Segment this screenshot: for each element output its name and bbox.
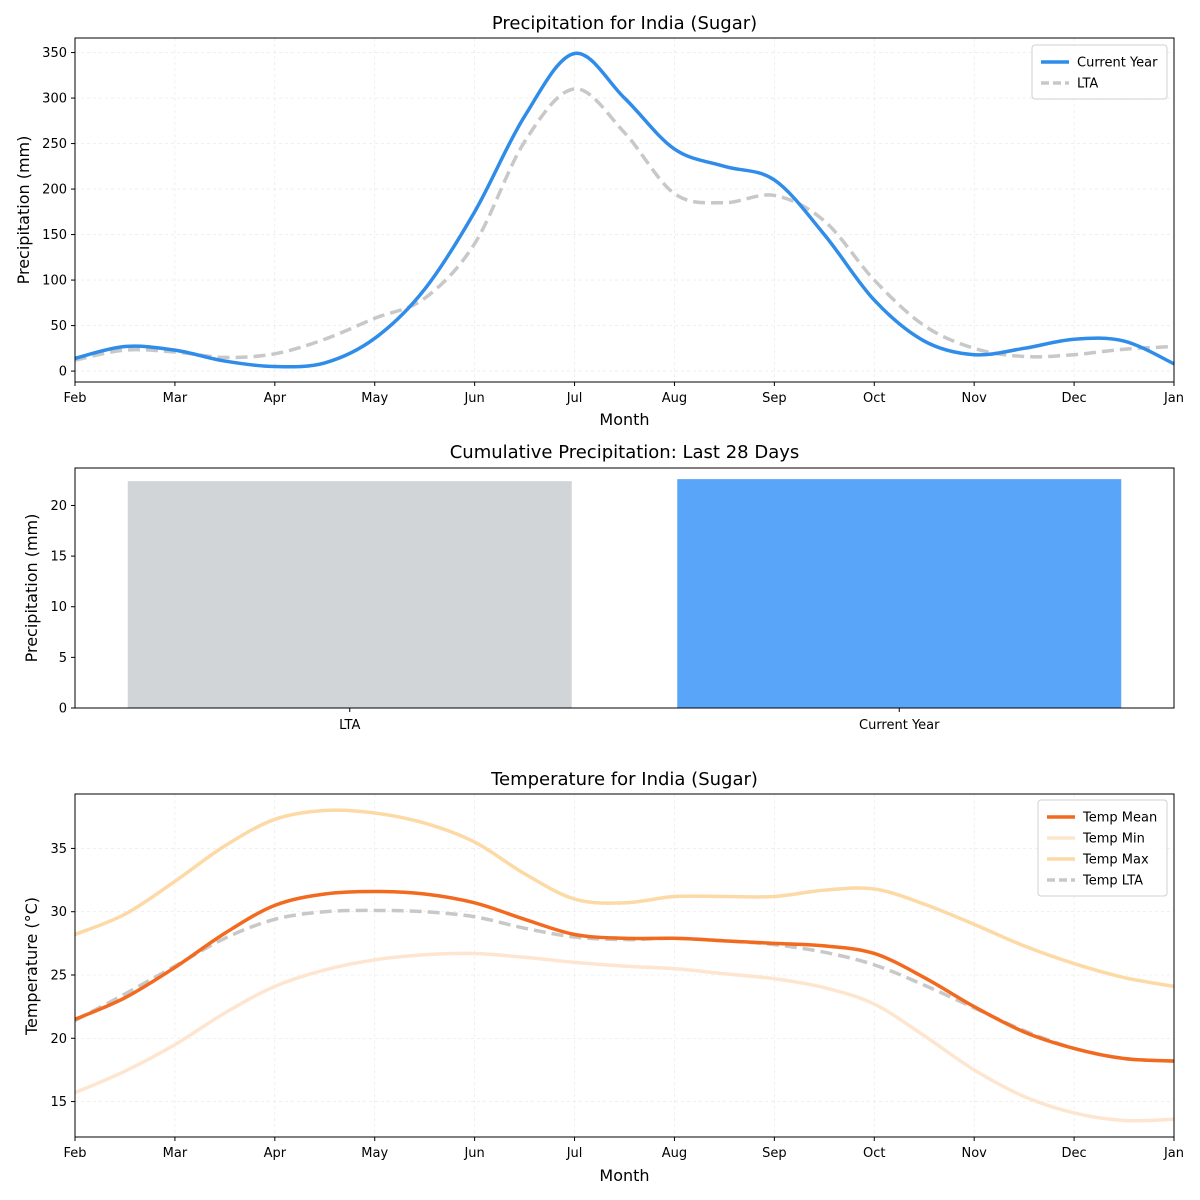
- y-ticks: 15 20 25 30 35: [50, 842, 75, 1110]
- series-line-lta: [75, 87, 1174, 362]
- x-ticks: Feb Mar Apr May Jun Jul Aug Sep Oct Nov Dec Jan: [63, 1137, 1184, 1161]
- legend-label: Temp LTA: [1082, 874, 1143, 889]
- x-tick-label: Apr: [264, 391, 287, 406]
- legend-label: Temp Min: [1082, 832, 1145, 847]
- bars: [127, 479, 1122, 708]
- x-ticks: Feb Mar Apr May Jun Jul Aug Sep Oct Nov Dec Jan: [63, 382, 1184, 406]
- precipitation-line-chart: Precipitation for India (Sugar) Feb Mar Ap…: [14, 13, 1184, 429]
- chart-title: Temperature for India (Sugar): [490, 769, 758, 790]
- bar-lta: [127, 481, 572, 708]
- series-line-temp-max: [75, 808, 1174, 989]
- chart-title: Cumulative Precipitation: Last 28 Days: [450, 442, 800, 463]
- cumulative-precipitation-bar-chart: Cumulative Precipitation: Last 28 Days L…: [22, 442, 1175, 733]
- x-tick-label: Mar: [163, 391, 188, 406]
- x-tick-label: Nov: [961, 1146, 987, 1161]
- x-tick-label: Oct: [863, 1146, 885, 1161]
- series-group: [75, 808, 1174, 1123]
- y-tick-label: 35: [50, 842, 67, 857]
- y-axis-label: Temperature (°C): [22, 897, 41, 1036]
- legend-label: Current Year: [1077, 56, 1158, 71]
- y-tick-label: 30: [50, 905, 67, 920]
- y-tick-label: 200: [42, 183, 67, 198]
- plot-frame: [74, 793, 1175, 1138]
- y-tick-label: 15: [50, 1095, 67, 1110]
- legend-label: Temp Mean: [1082, 811, 1157, 826]
- legend-label: LTA: [1077, 77, 1098, 92]
- y-ticks: 0 50 100 150 200 250 300 350: [42, 46, 75, 380]
- x-tick-label: Jul: [566, 391, 583, 406]
- y-ticks: 0 5 10 15 20: [50, 499, 75, 717]
- y-tick-label: 15: [50, 550, 67, 565]
- y-tick-label: 0: [59, 365, 67, 380]
- plot-frame: [74, 37, 1175, 383]
- x-tick-label: May: [361, 1146, 388, 1161]
- x-tick-label: Mar: [163, 1146, 188, 1161]
- x-tick-label: Oct: [863, 391, 885, 406]
- y-tick-label: 20: [50, 1032, 67, 1047]
- x-tick-label: Jan: [1163, 1146, 1184, 1161]
- y-axis-label: Precipitation (mm): [14, 136, 33, 285]
- y-axis-label: Precipitation (mm): [22, 514, 41, 663]
- x-tick-label: Feb: [63, 391, 86, 406]
- series-group: [75, 51, 1174, 369]
- x-tick-label: Apr: [264, 1146, 287, 1161]
- legend: Current Year LTA: [1031, 44, 1168, 100]
- chart-title: Precipitation for India (Sugar): [492, 13, 757, 34]
- x-tick-label: Sep: [762, 1146, 787, 1161]
- x-tick-label: Jun: [463, 1146, 484, 1161]
- x-tick-label: LTA: [339, 718, 360, 733]
- x-tick-label: May: [361, 391, 388, 406]
- plot-frame: [74, 467, 1175, 709]
- x-tick-label: Jan: [1163, 391, 1184, 406]
- x-tick-label: Dec: [1062, 391, 1087, 406]
- y-tick-label: 300: [42, 92, 67, 107]
- series-line-temp-mean: [75, 889, 1174, 1063]
- x-tick-label: Nov: [961, 391, 987, 406]
- y-tick-label: 100: [42, 274, 67, 289]
- bar-current-year: [677, 479, 1122, 708]
- x-tick-label: Aug: [662, 391, 687, 406]
- y-tick-label: 350: [42, 46, 67, 61]
- x-axis-label: Month: [599, 410, 649, 429]
- y-tick-label: 150: [42, 228, 67, 243]
- series-line-current-year: [75, 51, 1174, 369]
- y-tick-label: 50: [50, 319, 67, 334]
- y-tick-label: 250: [42, 137, 67, 152]
- x-tick-label: Sep: [762, 391, 787, 406]
- x-ticks: LTA Current Year: [339, 708, 940, 733]
- x-tick-label: Aug: [662, 1146, 687, 1161]
- x-tick-label: Dec: [1062, 1146, 1087, 1161]
- y-tick-label: 5: [59, 651, 67, 666]
- x-tick-label: Jul: [566, 1146, 583, 1161]
- y-tick-label: 25: [50, 968, 67, 983]
- y-tick-label: 0: [59, 702, 67, 717]
- legend-box: [1031, 44, 1168, 100]
- temperature-line-chart: Temperature for India (Sugar) Feb Mar Apr M…: [22, 769, 1184, 1185]
- legend-label: Temp Max: [1082, 853, 1149, 868]
- x-tick-label: Jun: [463, 391, 484, 406]
- legend: Temp Mean Temp Min Temp Max Temp LTA: [1037, 799, 1168, 897]
- x-axis-label: Month: [599, 1166, 649, 1185]
- legend-box: [1037, 799, 1168, 897]
- y-tick-label: 10: [50, 600, 67, 615]
- grid: [74, 38, 1175, 382]
- x-tick-label: Current Year: [859, 718, 940, 733]
- series-line-temp-min: [75, 951, 1174, 1123]
- x-tick-label: Feb: [63, 1146, 86, 1161]
- y-tick-label: 20: [50, 499, 67, 514]
